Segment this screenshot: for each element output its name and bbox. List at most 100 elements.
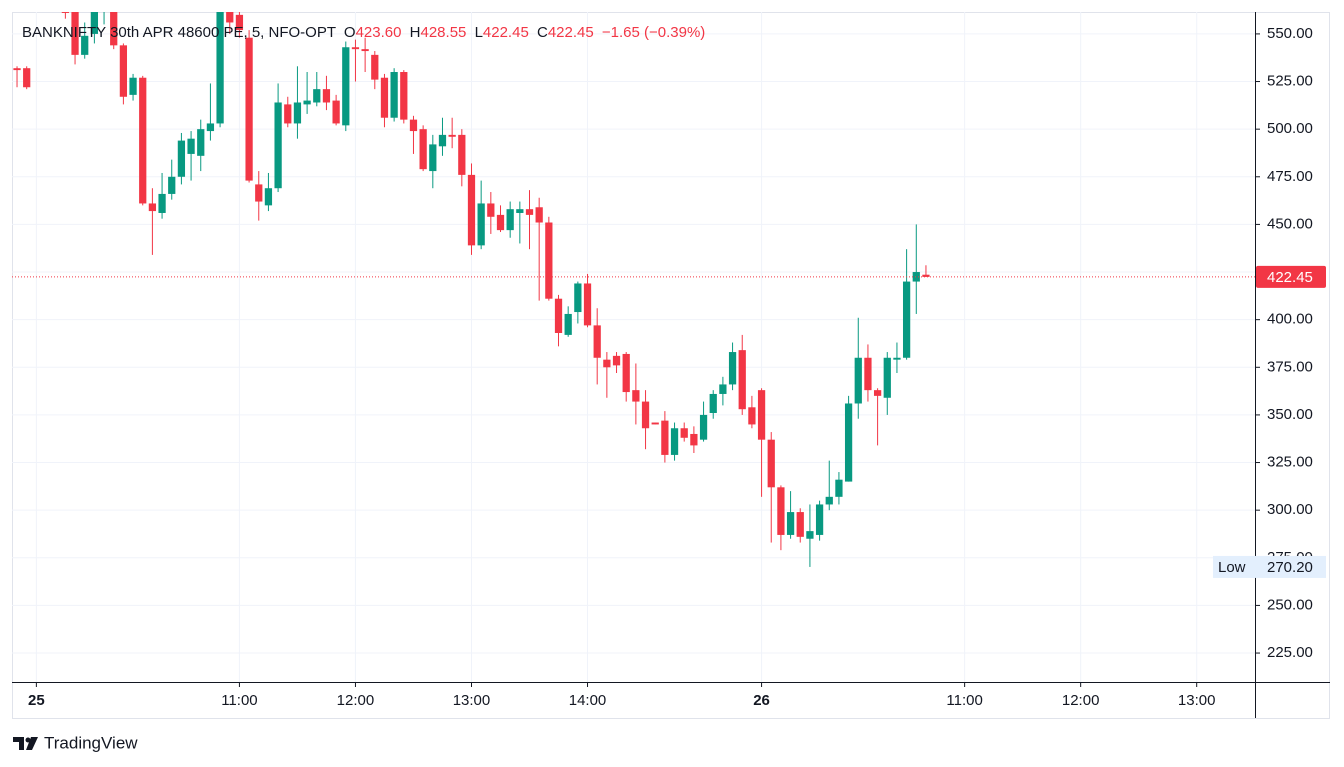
x-tick-label: 26 bbox=[753, 692, 770, 709]
candle-body bbox=[835, 479, 843, 497]
candle-body bbox=[71, 12, 79, 55]
y-tick-label: 300.00 bbox=[1267, 501, 1313, 518]
candle-body bbox=[719, 384, 727, 394]
candle-body bbox=[603, 359, 611, 368]
candle-body bbox=[100, 0, 107, 11]
candle-body bbox=[806, 531, 814, 539]
x-tick-label: 12:00 bbox=[337, 692, 375, 709]
candle-body bbox=[516, 209, 524, 213]
candle-body bbox=[187, 138, 195, 154]
y-tick-label: 325.00 bbox=[1267, 454, 1313, 471]
candle-body bbox=[90, 12, 99, 34]
candle-body bbox=[496, 214, 505, 231]
y-tick-label: 250.00 bbox=[1267, 596, 1313, 613]
candle-body bbox=[641, 401, 650, 429]
y-tick-label: 400.00 bbox=[1267, 311, 1313, 328]
candle-body bbox=[922, 274, 930, 277]
candle-body bbox=[661, 420, 669, 455]
candle-body bbox=[81, 35, 89, 55]
candle-body bbox=[525, 209, 534, 215]
candle-body bbox=[574, 283, 582, 313]
candle-body bbox=[467, 174, 476, 246]
candle-body bbox=[419, 129, 427, 170]
axes: 225.00250.00275.00300.00325.00350.00375.… bbox=[28, 25, 1326, 709]
x-tick-label: 13:00 bbox=[453, 692, 491, 709]
close-label: C bbox=[537, 24, 548, 41]
y-tick-label: 225.00 bbox=[1267, 644, 1313, 661]
low-marker-label: Low bbox=[1218, 559, 1246, 576]
candle-body bbox=[206, 123, 215, 132]
candle-body bbox=[400, 72, 408, 120]
candle-body bbox=[139, 77, 147, 204]
candle-body bbox=[168, 176, 176, 194]
low-label: L bbox=[475, 24, 483, 41]
high-label: H bbox=[410, 24, 421, 41]
y-tick-label: 450.00 bbox=[1267, 215, 1313, 232]
candle-body bbox=[767, 439, 775, 488]
candle-body bbox=[506, 209, 514, 231]
close-value: 422.45 bbox=[548, 24, 594, 41]
candle-body bbox=[796, 512, 804, 537]
candle-body bbox=[902, 281, 911, 358]
candle-body bbox=[873, 390, 882, 396]
candle-body bbox=[245, 37, 253, 181]
x-tick-label: 14:00 bbox=[569, 692, 607, 709]
y-tick-label: 550.00 bbox=[1267, 25, 1313, 42]
candle-body bbox=[197, 129, 205, 156]
candle-body bbox=[738, 350, 746, 410]
candle-body bbox=[632, 390, 640, 402]
x-tick-label: 25 bbox=[28, 692, 45, 709]
candle-body bbox=[361, 49, 369, 52]
candle-body bbox=[284, 104, 292, 124]
candle-body bbox=[854, 357, 862, 404]
candle-body bbox=[409, 119, 418, 132]
candle-body bbox=[825, 496, 833, 505]
candle-body bbox=[593, 325, 601, 358]
candle-body bbox=[226, 12, 234, 23]
candle-body bbox=[651, 422, 659, 425]
symbol: BANKNIFTY 30th APR 48600 PE, 5, NFO-OPT bbox=[22, 24, 336, 41]
candle-body bbox=[709, 393, 717, 414]
candle-body bbox=[786, 512, 795, 535]
candle-body bbox=[23, 68, 31, 88]
x-tick-label: 12:00 bbox=[1062, 692, 1100, 709]
candle-body bbox=[438, 134, 447, 147]
candle-body bbox=[535, 207, 543, 223]
candle-body bbox=[612, 355, 621, 366]
candle-body bbox=[564, 313, 572, 335]
candle-body bbox=[390, 72, 398, 118]
candle-body bbox=[487, 203, 495, 217]
y-tick-label: 350.00 bbox=[1267, 406, 1313, 423]
candle-body bbox=[690, 433, 698, 446]
x-tick-label: 11:00 bbox=[946, 692, 982, 709]
candle-body bbox=[235, 14, 244, 31]
candle-body bbox=[777, 487, 785, 535]
candle-body bbox=[757, 390, 766, 440]
low-marker-box bbox=[1213, 555, 1326, 578]
open-value: 423.60 bbox=[356, 24, 402, 41]
candle-body bbox=[119, 45, 128, 97]
candle-body bbox=[332, 100, 340, 124]
candle-body bbox=[13, 68, 21, 71]
candle-body bbox=[342, 47, 350, 126]
legend: BANKNIFTY 30th APR 48600 PE, 5, NFO-OPT … bbox=[22, 24, 705, 41]
plot-area bbox=[12, 0, 1255, 567]
last-price-tag bbox=[1256, 265, 1326, 288]
brand-logo bbox=[13, 737, 38, 750]
candle-body bbox=[293, 102, 302, 124]
candle-body bbox=[583, 283, 592, 326]
candle-body bbox=[429, 144, 437, 172]
candle-body bbox=[545, 222, 553, 299]
y-tick-label: 375.00 bbox=[1267, 358, 1313, 375]
y-tick-label: 500.00 bbox=[1267, 120, 1313, 137]
candle-body bbox=[912, 272, 920, 282]
candle-body bbox=[110, 12, 118, 46]
candle-body bbox=[177, 140, 186, 177]
candle-body bbox=[864, 357, 872, 391]
chart-frame bbox=[12, 12, 1330, 719]
candle-body bbox=[844, 403, 853, 482]
candle-body bbox=[699, 414, 708, 440]
candle-body bbox=[554, 298, 563, 333]
candle-body bbox=[313, 89, 321, 103]
candle-body bbox=[322, 89, 331, 103]
